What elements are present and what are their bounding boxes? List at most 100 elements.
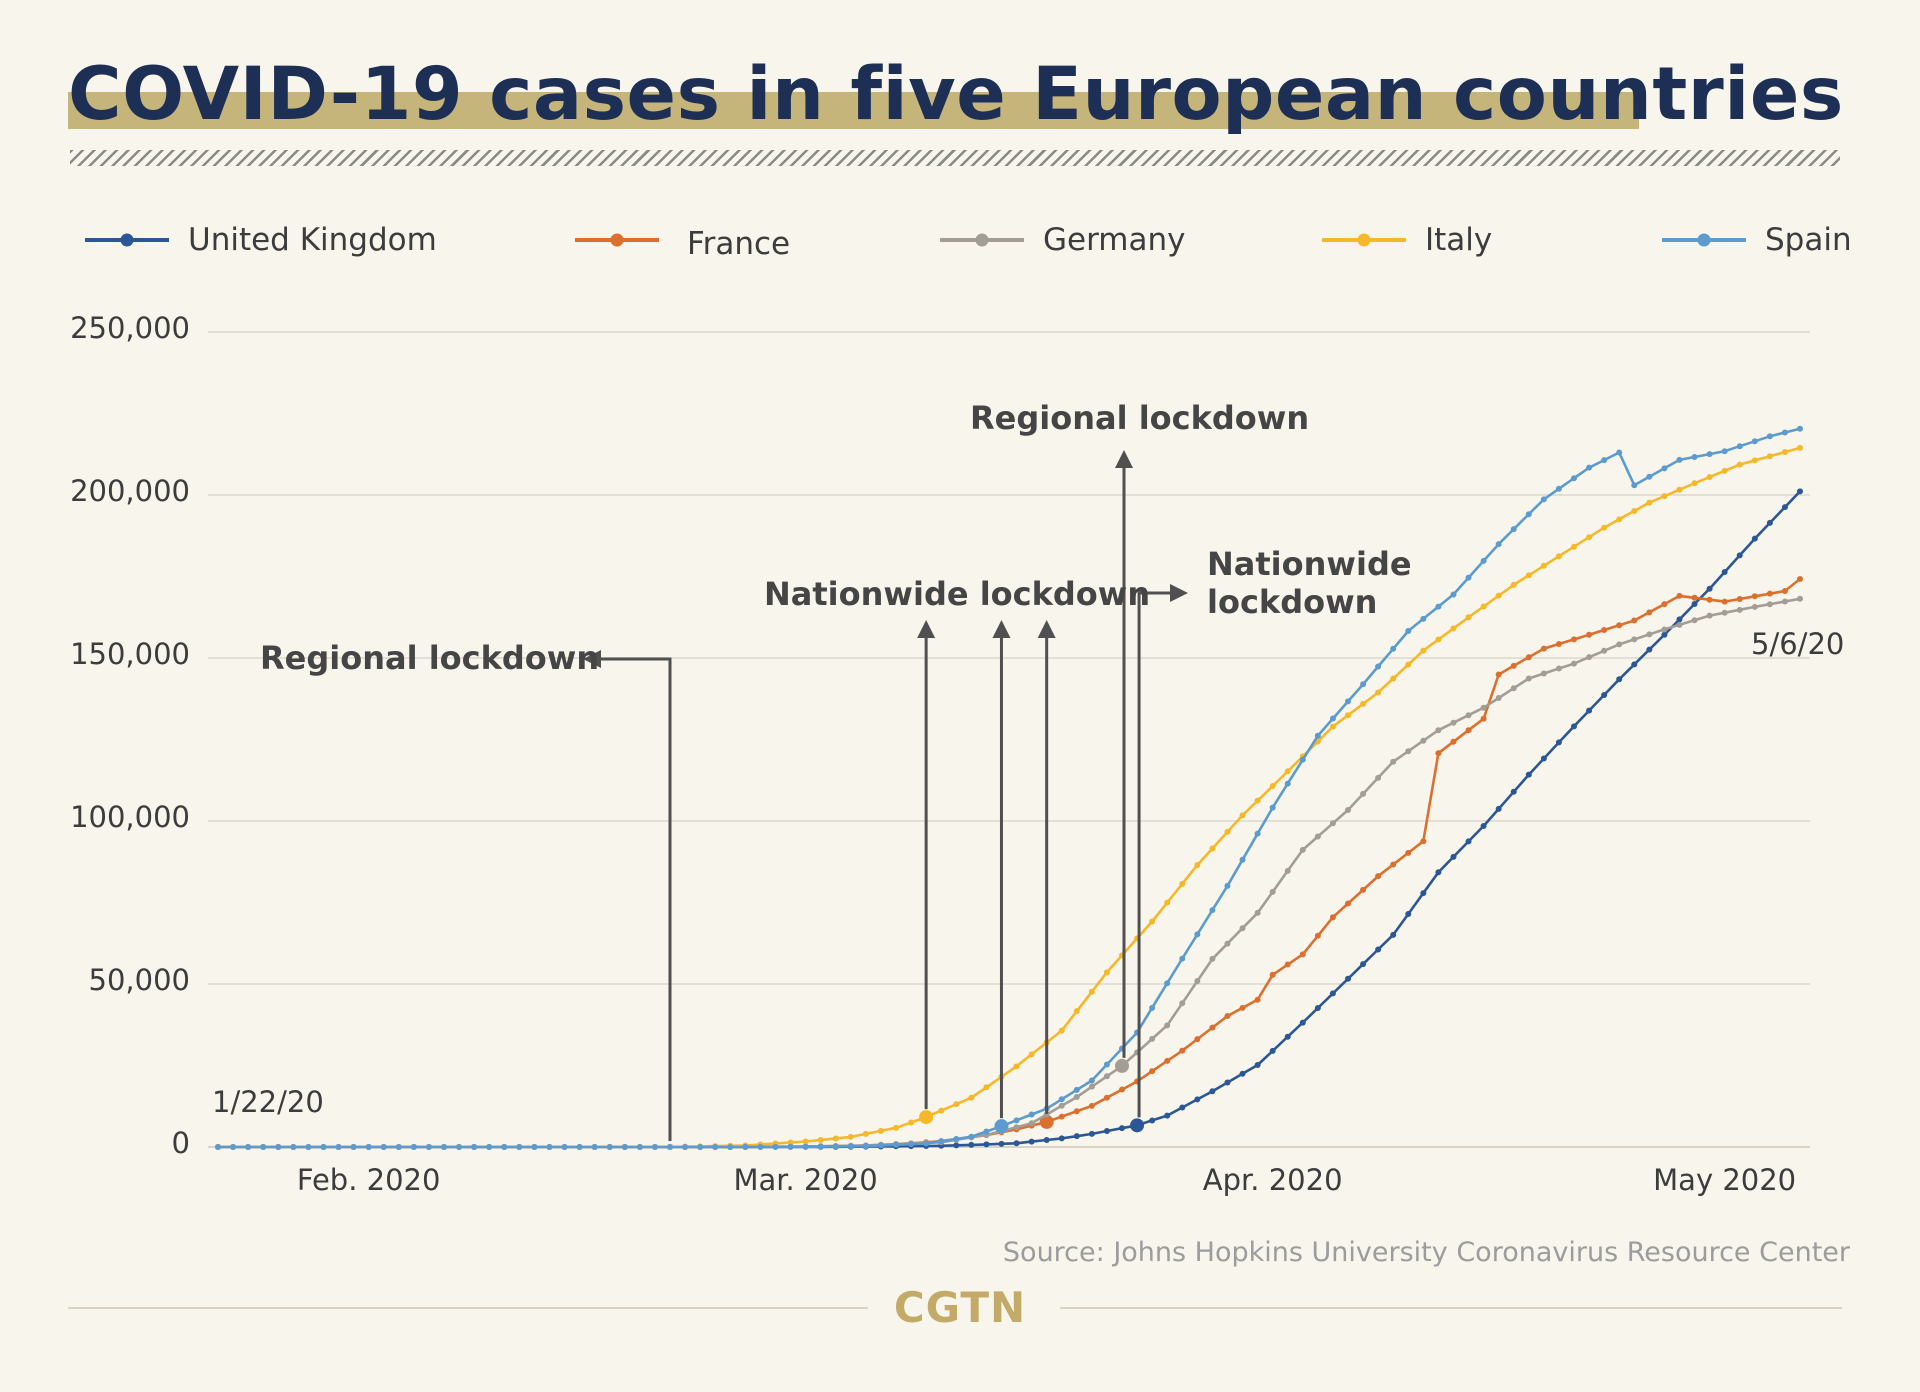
data-point — [1781, 429, 1788, 436]
data-point — [953, 1101, 960, 1108]
data-point — [1676, 592, 1683, 599]
data-point — [1375, 689, 1382, 696]
data-point — [1435, 727, 1442, 734]
data-point — [817, 1143, 824, 1150]
data-point — [983, 1084, 990, 1091]
data-point — [1209, 907, 1216, 914]
data-point — [1586, 631, 1593, 638]
data-point — [908, 1141, 915, 1148]
data-point — [1269, 888, 1276, 895]
data-point — [1345, 975, 1351, 982]
series-line — [218, 597, 1801, 1149]
data-point — [682, 1143, 689, 1150]
data-point — [1797, 488, 1803, 495]
data-point — [1766, 519, 1773, 526]
data-point — [938, 1107, 945, 1114]
data-point — [1360, 681, 1367, 688]
data-point — [1586, 464, 1593, 471]
data-point — [1013, 1063, 1020, 1070]
data-point — [1751, 603, 1758, 610]
event-marker — [919, 1110, 934, 1125]
data-point — [1797, 595, 1803, 602]
data-point — [1495, 592, 1502, 599]
data-point — [953, 1142, 960, 1149]
data-point — [1510, 526, 1517, 533]
data-point — [1661, 465, 1668, 472]
data-point — [1028, 1138, 1035, 1145]
data-point — [425, 1143, 432, 1150]
data-point — [1073, 1008, 1080, 1015]
data-point — [1149, 918, 1156, 925]
data-point — [1209, 955, 1216, 962]
data-point — [1179, 1104, 1186, 1111]
data-point — [1631, 661, 1638, 668]
data-point — [1465, 727, 1472, 734]
data-point — [1375, 946, 1382, 953]
data-point — [1239, 1070, 1246, 1077]
arrow-head — [917, 620, 936, 638]
data-point — [998, 1140, 1005, 1147]
data-point — [1224, 1079, 1231, 1086]
data-point — [1179, 1047, 1186, 1054]
event-marker — [994, 1119, 1009, 1134]
x-tick-label: May 2020 — [1653, 1163, 1797, 1197]
data-point — [1721, 467, 1728, 474]
data-point — [1269, 804, 1276, 811]
data-point — [1224, 882, 1231, 889]
data-point — [1028, 1111, 1035, 1118]
data-point — [1751, 593, 1758, 600]
data-point — [1555, 640, 1562, 647]
data-point — [1194, 931, 1201, 938]
footer-rule-right — [1060, 1307, 1842, 1309]
data-point — [1299, 951, 1306, 958]
x-tick-label: Feb. 2020 — [296, 1163, 441, 1197]
data-point — [667, 1143, 673, 1150]
data-point — [1540, 670, 1547, 677]
data-point — [486, 1143, 493, 1150]
footer-rule-left — [68, 1307, 868, 1309]
data-point — [621, 1143, 628, 1150]
data-point — [1631, 482, 1638, 489]
data-point — [1239, 812, 1246, 819]
data-point — [1360, 700, 1367, 707]
legend-swatch-icon — [940, 233, 1024, 247]
data-point — [1435, 869, 1442, 876]
data-point — [968, 1141, 975, 1148]
data-point — [1043, 1137, 1050, 1144]
data-point — [1495, 671, 1502, 678]
data-point — [832, 1135, 839, 1142]
data-point — [1390, 758, 1397, 765]
data-point — [742, 1143, 749, 1150]
data-point — [817, 1136, 824, 1143]
data-point — [1028, 1051, 1035, 1058]
data-point — [1149, 1035, 1156, 1042]
data-point — [1420, 838, 1427, 845]
data-point — [847, 1143, 854, 1150]
data-point — [1269, 782, 1276, 789]
data-point — [1706, 596, 1713, 603]
data-point — [1450, 853, 1457, 860]
data-point — [1164, 1022, 1171, 1029]
data-point — [1555, 485, 1562, 492]
data-point — [1209, 845, 1216, 852]
title-highlight-band — [68, 92, 1639, 129]
data-point — [1616, 516, 1623, 523]
data-point — [1676, 486, 1683, 493]
data-point — [1450, 591, 1457, 598]
x-tick-label: Mar. 2020 — [733, 1163, 878, 1197]
arrow-head — [1037, 620, 1056, 638]
data-point — [1088, 1102, 1095, 1109]
data-point — [1088, 1077, 1095, 1084]
data-point — [1540, 562, 1547, 569]
data-point — [1646, 609, 1653, 616]
data-point — [1314, 732, 1321, 739]
data-point — [968, 1094, 975, 1101]
data-point — [1616, 676, 1623, 683]
data-point — [1329, 914, 1336, 921]
data-point — [1420, 737, 1427, 744]
data-point — [1586, 707, 1593, 714]
data-point — [1314, 932, 1321, 939]
series-italy — [215, 444, 1803, 1150]
data-point — [636, 1143, 643, 1150]
